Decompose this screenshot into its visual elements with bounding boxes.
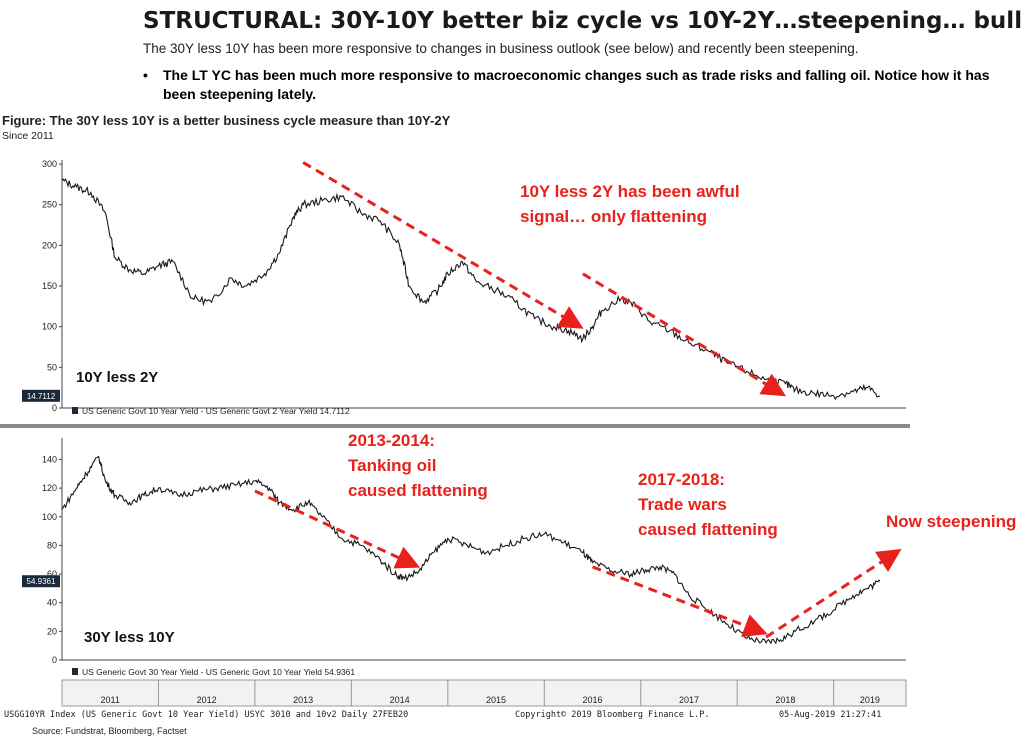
y-tick-label: 250 — [42, 200, 57, 210]
annotation-text: Trade wars — [638, 495, 727, 514]
slide-subtitle: The 30Y less 10Y has been more responsiv… — [143, 41, 859, 56]
x-tick-label: 2013 — [293, 695, 313, 705]
x-tick-label: 2019 — [860, 695, 880, 705]
annotation-text: Now steepening — [886, 512, 1016, 531]
last-value-label: 14.7112 — [27, 392, 56, 401]
annotation-text: signal… only flattening — [520, 207, 707, 226]
trend-arrow — [591, 565, 768, 637]
annotation-text: caused flattening — [348, 481, 488, 500]
panel-separator — [0, 424, 910, 428]
legend-swatch — [72, 668, 78, 675]
y-tick-label: 0 — [52, 655, 57, 665]
x-tick-label: 2016 — [582, 695, 602, 705]
series-line — [61, 455, 881, 645]
trend-arrow — [765, 548, 902, 639]
legend-text: US Generic Govt 10 Year Yield - US Gener… — [82, 406, 350, 416]
last-value-label: 54.9361 — [27, 577, 56, 586]
bullet-text: The LT YC has been much more responsive … — [163, 67, 990, 102]
y-tick-label: 20 — [47, 626, 57, 636]
trend-arrow — [254, 489, 421, 569]
y-tick-label: 80 — [47, 540, 57, 550]
bottom-panel-30y10y: 0 20 40 60 80 100 120 140 54.9361 30Y less 10Y US … — [22, 431, 1016, 677]
annotation-text: caused flattening — [638, 520, 778, 539]
legend-swatch — [72, 407, 78, 414]
x-tick-label: 2017 — [679, 695, 699, 705]
footer-copyright: Copyright© 2019 Bloomberg Finance L.P. — [515, 710, 709, 720]
y-tick-label: 100 — [42, 512, 57, 522]
last-value-badge — [22, 575, 60, 588]
y-tick-label: 100 — [42, 322, 57, 332]
y-tick-label: 40 — [47, 598, 57, 608]
y-tick-label: 50 — [47, 362, 57, 372]
last-value-badge — [22, 389, 60, 402]
x-tick-label: 2015 — [486, 695, 506, 705]
slide-title: STRUCTURAL: 30Y-10Y better biz cycle vs … — [143, 8, 1024, 34]
annotation-text: Tanking oil — [348, 456, 436, 475]
x-axis: 2011 2012 2013 2014 2015 2016 2017 2018 2019 — [61, 679, 907, 707]
y-tick-label: 0 — [52, 403, 57, 413]
x-axis-band — [61, 679, 907, 707]
annotation-text: 2017-2018: — [638, 470, 725, 489]
x-tick-label: 2012 — [197, 695, 217, 705]
x-tick-label: 2018 — [775, 695, 795, 705]
series-line — [61, 177, 881, 401]
footer-index-info: USGG10YR Index (US Generic Govt 10 Year … — [4, 710, 408, 720]
bullet-dot: • — [143, 67, 148, 83]
figure-title: Figure: The 30Y less 10Y is a better bus… — [2, 113, 451, 128]
trend-arrow — [582, 272, 787, 397]
source-note: Source: Fundstrat, Bloomberg, Factset — [32, 726, 187, 736]
annotation-text: 2013-2014: — [348, 431, 435, 450]
y-tick-label: 300 — [42, 159, 57, 169]
footer-timestamp: 05-Aug-2019 21:27:41 — [779, 710, 881, 720]
y-tick-label: 140 — [42, 454, 57, 464]
figure-subtitle: Since 2011 — [2, 130, 54, 142]
panel-label: 30Y less 10Y — [84, 629, 175, 646]
y-tick-label: 150 — [42, 281, 57, 291]
legend-text: US Generic Govt 30 Year Yield - US Gener… — [82, 667, 355, 677]
trend-arrow — [302, 161, 584, 329]
y-tick-label: 120 — [42, 483, 57, 493]
annotation-text: 10Y less 2Y has been awful — [520, 182, 740, 201]
x-tick-label: 2011 — [101, 695, 120, 705]
y-tick-label: 60 — [47, 569, 57, 579]
y-tick-label: 200 — [42, 240, 57, 250]
panel-label: 10Y less 2Y — [76, 369, 158, 386]
x-tick-label: 2014 — [390, 695, 410, 705]
top-panel-10y2y: 0 50 100 150 200 250 300 14.7112 10Y less 2Y US G… — [22, 159, 906, 416]
